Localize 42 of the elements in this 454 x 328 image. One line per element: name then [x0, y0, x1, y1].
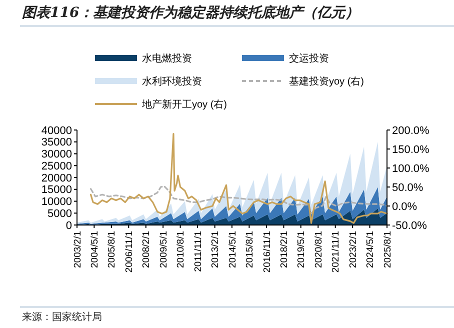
y-tick-label: 20000 [41, 172, 72, 184]
y2-tick-label: 200.0% [392, 124, 430, 137]
x-tick-label: 2015/8/1 [244, 231, 256, 268]
legend-label: 地产新开工yoy (右) [141, 98, 227, 110]
y2-tick-label: 0.0% [392, 200, 418, 213]
y2-tick-label: 50.0% [392, 182, 424, 194]
x-tick-label: 2004/5/1 [89, 231, 100, 268]
y-tick-label: 10000 [41, 196, 72, 208]
x-tick-label: 2024/5/1 [365, 231, 376, 268]
line-series [90, 185, 388, 214]
x-tick-label: 2019/5/1 [296, 231, 308, 268]
x-tick-label: 2021/11/1 [330, 231, 342, 273]
y-tick-label: 25000 [41, 160, 72, 172]
y2-tick-label: 100.0% [392, 162, 430, 175]
y-tick-label: 30000 [41, 148, 72, 161]
x-tick-label: 2011/11/1 [192, 231, 204, 272]
x-tick-label: 2013/2/1 [210, 231, 222, 268]
x-tick-label: 2020/8/1 [313, 231, 324, 268]
x-tick-label: 2010/8/1 [176, 231, 187, 268]
x-tick-label: 2025/8/1 [382, 231, 394, 268]
x-tick-label: 2009/5/1 [158, 231, 170, 268]
source-note: 来源：国家统计局 [22, 311, 102, 323]
x-tick-label: 2005/8/1 [106, 231, 118, 268]
x-tick-label: 2018/2/1 [279, 231, 290, 268]
x-tick-label: 2008/2/1 [141, 231, 152, 268]
legend-label: 基建投资yoy (右) [289, 76, 364, 88]
x-tick-label: 2023/2/1 [348, 231, 359, 268]
legend-label: 水利环境投资 [142, 76, 202, 88]
y-tick-label: 0 [66, 220, 72, 232]
x-tick-label: 2014/5/1 [227, 231, 238, 268]
y2-tick-label: -50.0% [392, 220, 428, 232]
legend-label: 水电燃投资 [142, 52, 192, 64]
y-tick-label: 35000 [41, 136, 72, 149]
x-tick-label: 2006/11/1 [124, 231, 135, 273]
y2-tick-label: 150.0% [392, 144, 430, 156]
x-tick-label: 2016/11/1 [262, 231, 273, 273]
x-tick-label: 2003/2/1 [72, 231, 84, 268]
chart-title: 图表116：基建投资作为稳定器持续托底地产（亿元） [22, 4, 360, 21]
y-tick-label: 15000 [41, 184, 72, 196]
y-tick-label: 5000 [48, 208, 72, 220]
legend-label: 交运投资 [289, 52, 329, 64]
y-tick-label: 40000 [41, 124, 72, 137]
